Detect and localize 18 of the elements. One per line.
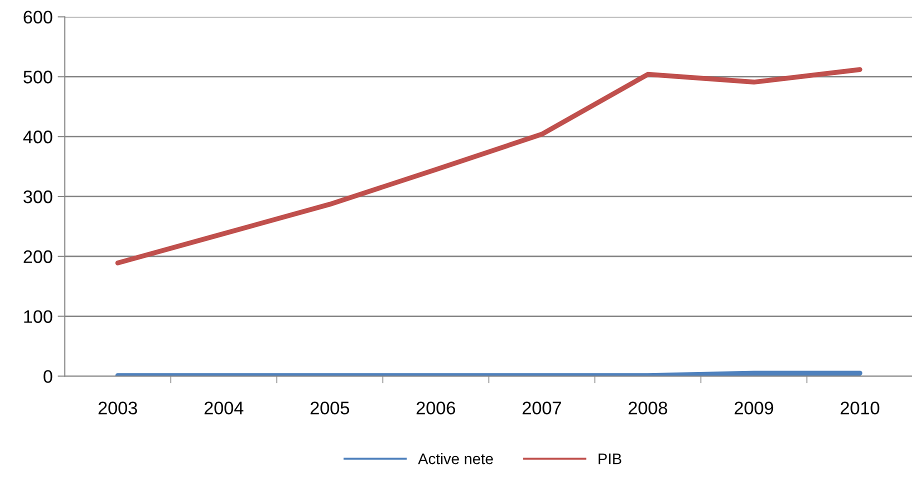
x-tick-label: 2004 [204,402,244,414]
x-tick-label: 2010 [840,402,880,414]
y-tick-label: 600 [24,10,52,24]
legend-label: PIB [598,454,622,464]
y-tick-label: 500 [24,70,52,84]
y-tick-label: 0 [44,370,52,383]
y-tick-label: 400 [23,130,52,144]
x-tick-label: 2007 [522,402,562,414]
y-tick-label: 300 [24,190,52,204]
x-tick-label: 2005 [310,402,350,414]
x-tick-label: 2008 [628,402,668,414]
x-tick-label: 2006 [416,402,456,414]
y-tick-label: 100 [24,310,52,323]
line-series [115,67,862,266]
legend-label: Active nete [418,453,493,464]
y-tick-label: 200 [24,250,52,264]
x-tick-label: 2003 [98,402,138,414]
x-tick-label: 2009 [734,402,774,414]
